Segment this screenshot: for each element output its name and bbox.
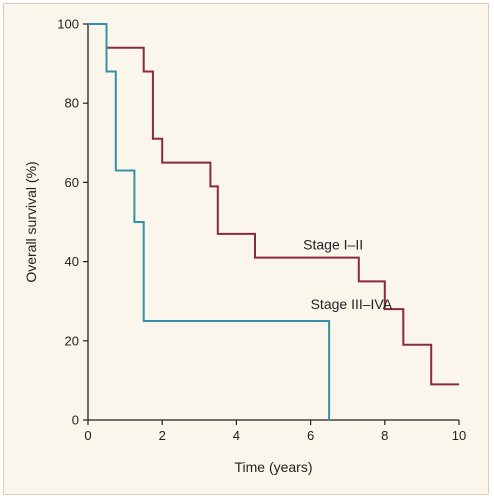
y-tick-label: 0 (72, 413, 79, 428)
x-tick-label: 2 (159, 428, 166, 443)
x-tick-label: 0 (84, 428, 91, 443)
series-label-1: Stage III–IVA (311, 296, 393, 312)
y-tick-label: 40 (65, 254, 79, 269)
series-labels: Stage I–II Stage III–IVA (303, 237, 393, 312)
y-axis-label: Overall survival (%) (23, 161, 39, 282)
y-tick-label: 100 (57, 17, 79, 32)
x-tick-label: 8 (381, 428, 388, 443)
y-tick-label: 20 (65, 333, 79, 348)
series-label-0: Stage I–II (303, 237, 363, 253)
x-tick-label: 6 (307, 428, 314, 443)
x-tick-label: 4 (233, 428, 240, 443)
axes (87, 24, 459, 421)
y-tick-label: 80 (65, 96, 79, 111)
series-lines (88, 23, 459, 420)
series-line-0 (88, 23, 459, 386)
x-tick-label: 10 (452, 428, 466, 443)
series-line-1 (88, 23, 331, 420)
x-axis-label: Time (years) (234, 459, 312, 475)
y-tick-label: 60 (65, 175, 79, 190)
chart-frame (3, 3, 489, 495)
